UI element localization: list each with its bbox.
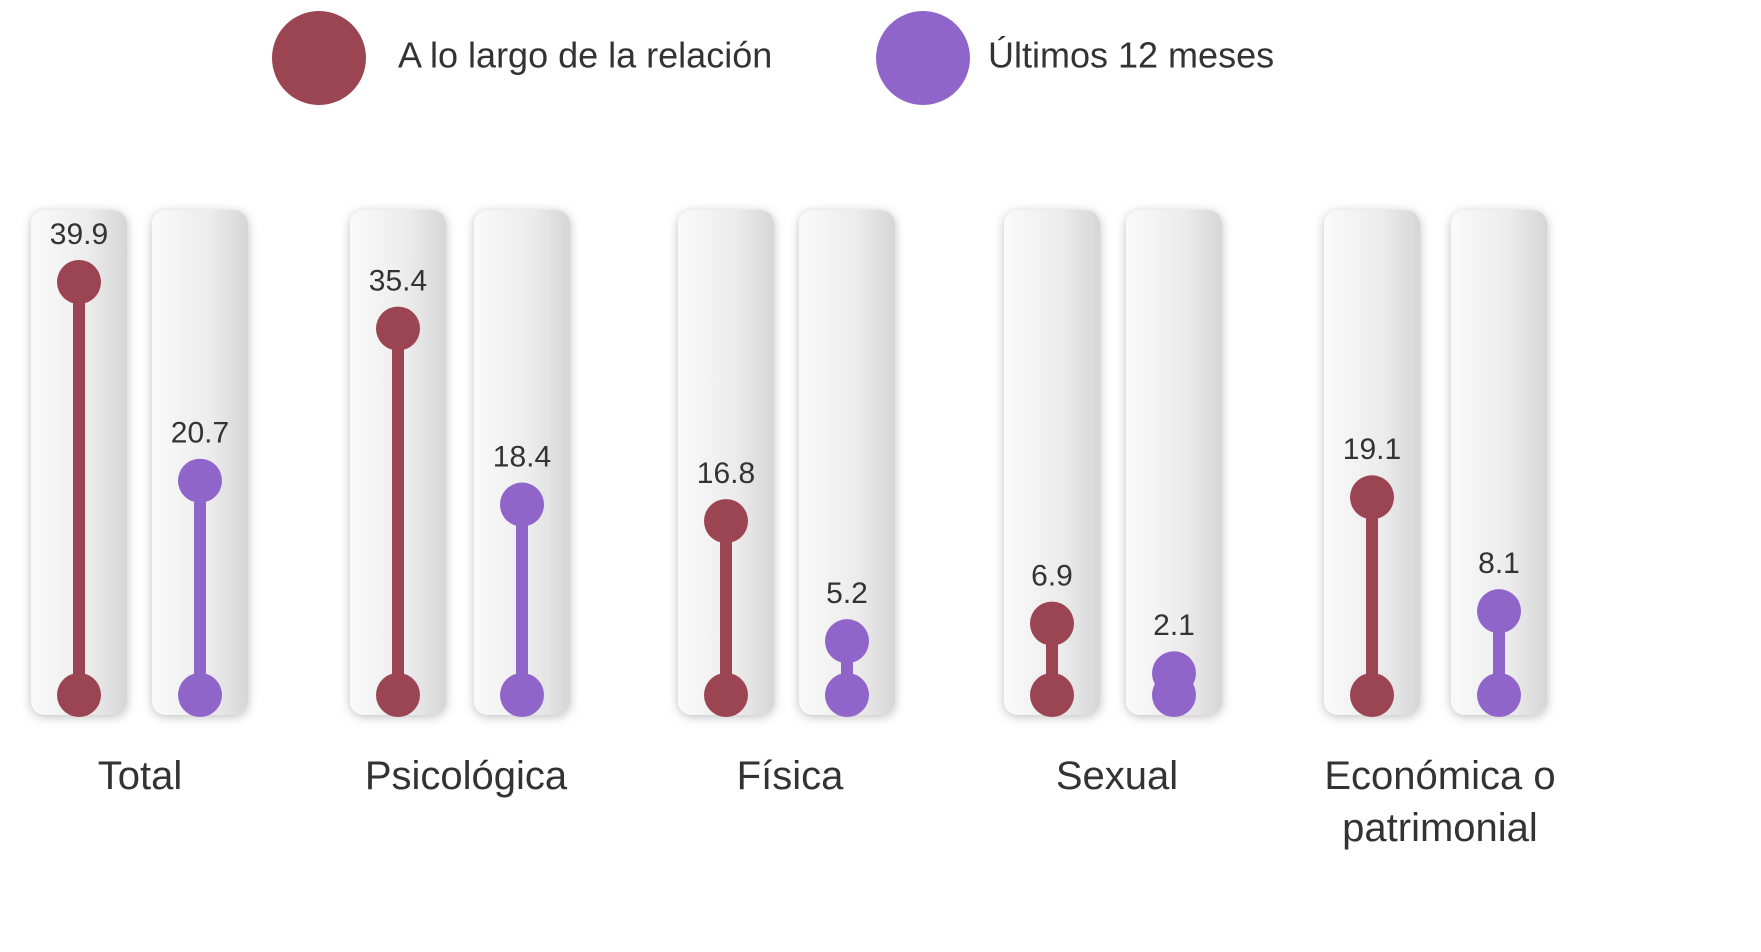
base-dot — [57, 673, 101, 717]
panel — [1126, 210, 1222, 715]
category-label: Total — [97, 754, 183, 798]
lollipop-dot — [178, 458, 222, 503]
lollipop-dot — [1477, 589, 1521, 634]
panel — [1451, 210, 1547, 715]
lollipop-dot — [1030, 601, 1074, 646]
base-dot — [1350, 673, 1394, 717]
category-label: Económica o patrimonial — [1324, 754, 1556, 850]
lollipop-dot — [500, 482, 544, 527]
value-label: 20.7 — [171, 417, 229, 450]
lollipop-dot — [1350, 475, 1394, 520]
legend-label: Últimos 12 meses — [988, 35, 1274, 76]
panel — [474, 210, 570, 715]
value-label: 2.1 — [1153, 609, 1195, 642]
base-dot — [376, 673, 420, 717]
value-label: 16.8 — [697, 457, 755, 490]
lollipop-dot — [825, 619, 869, 664]
lollipop-dot — [1152, 651, 1196, 696]
base-dot — [178, 673, 222, 717]
legend-label: A lo largo de la relación — [398, 35, 772, 76]
base-dot — [704, 673, 748, 717]
category-label: Sexual — [1055, 754, 1179, 798]
lollipop-dot — [57, 260, 101, 304]
panel — [678, 210, 774, 715]
value-label: 35.4 — [369, 265, 427, 298]
lollipop-dot — [704, 499, 748, 544]
panel — [1324, 210, 1420, 715]
value-label: 6.9 — [1031, 560, 1073, 593]
panel — [1004, 210, 1100, 715]
base-dot — [825, 673, 869, 717]
value-label: 19.1 — [1343, 433, 1401, 466]
panel — [799, 210, 895, 715]
legend-swatch — [876, 11, 970, 105]
base-dot — [500, 673, 544, 717]
value-label: 8.1 — [1478, 547, 1520, 580]
base-dot — [1030, 673, 1074, 717]
base-dot — [1477, 673, 1521, 717]
value-label: 39.9 — [50, 218, 108, 251]
value-label: 18.4 — [493, 440, 551, 473]
value-label: 5.2 — [826, 577, 868, 610]
legend-swatch — [272, 11, 366, 105]
category-label: Física — [736, 754, 844, 798]
category-label: Psicológica — [364, 754, 568, 798]
lollipop-dot — [376, 306, 420, 351]
